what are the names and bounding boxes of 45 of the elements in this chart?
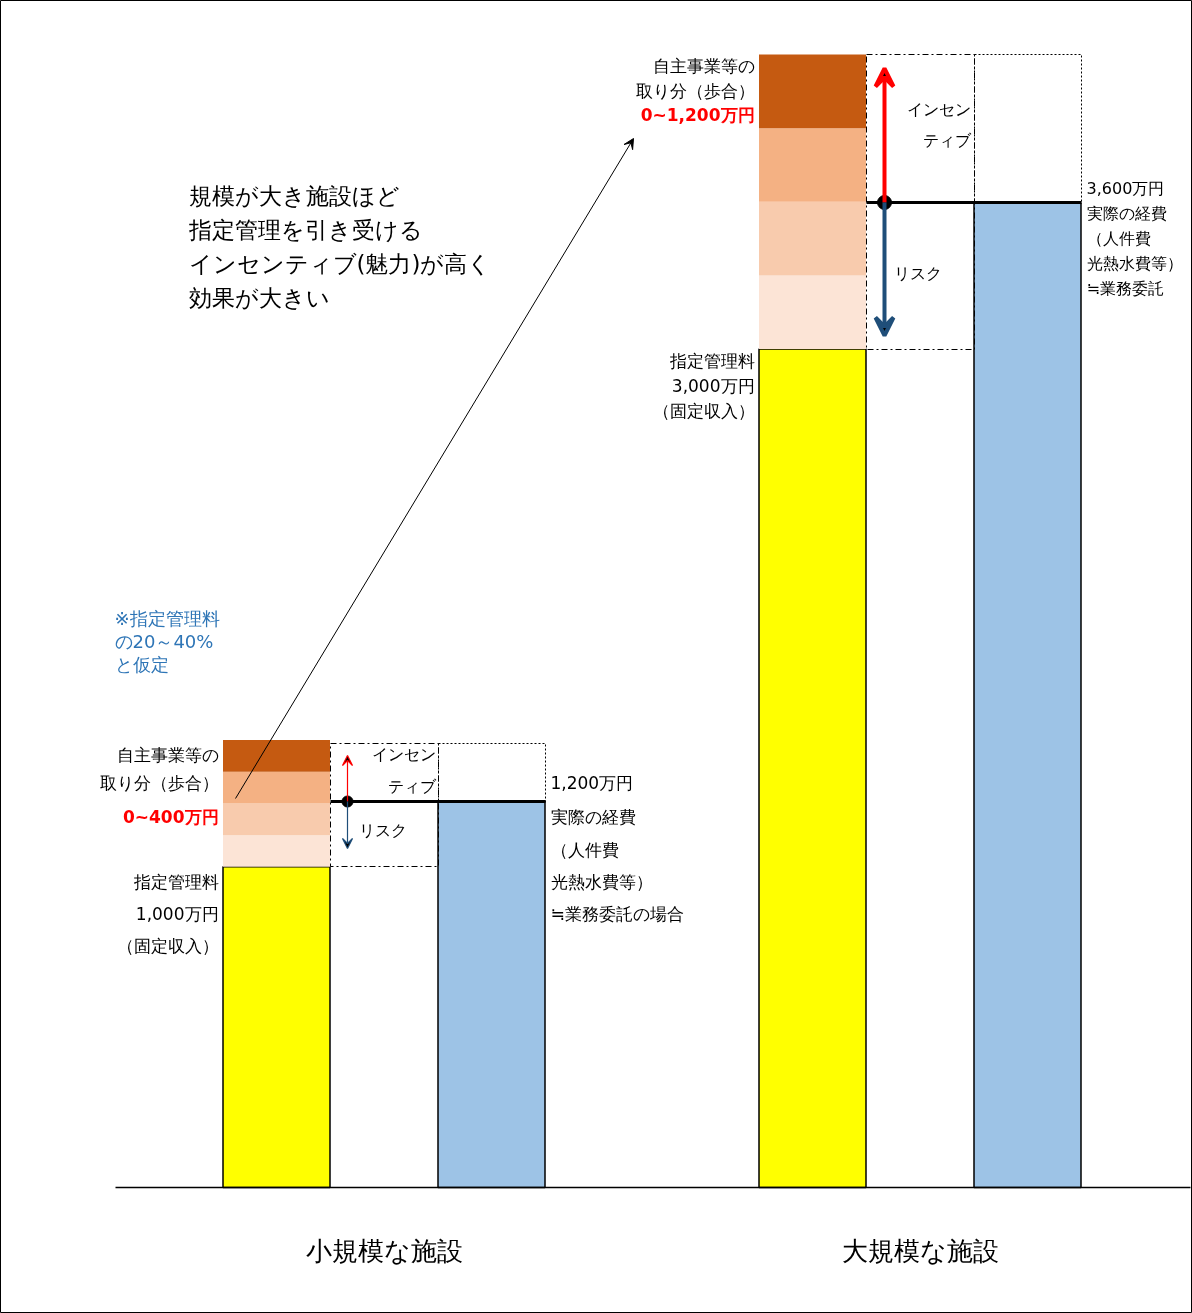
text: 大規模な施設 [842,1235,999,1266]
annotation: 自主事業等の [652,55,755,76]
bar [759,128,866,202]
annotation: （固定収入） [652,400,755,421]
annotation: （人件費 [550,839,619,860]
annotation: （人件費 [1086,228,1151,248]
bar [759,275,866,350]
annotation: インセン [371,744,436,764]
annotation: 指定管理料 [132,871,219,892]
annotation: 1,000万円 [135,903,219,924]
text: 小規模な施設 [306,1235,463,1266]
annotation: 0~400万円 [122,806,219,827]
bar [223,771,330,804]
annotation: 指定管理料 [668,350,755,371]
annotation: 0~1,200万円 [640,104,755,125]
annotation: ティブ [922,130,972,150]
bar [223,835,330,867]
annotation: 光熱水費等） [550,871,653,892]
annotation: ティブ [387,776,437,796]
annotation: 取り分（歩合） [635,80,755,101]
annotation: 3,000万円 [671,375,755,396]
annotation: リスク [893,263,942,283]
annotation: ※指定管理料 [114,607,220,629]
annotation: 取り分（歩合） [99,772,219,793]
bar [759,201,866,276]
annotation: 効果が大きい [188,284,330,311]
annotation: 3,600万円 [1086,178,1165,198]
annotation: 光熱水費等） [1086,253,1183,273]
annotation: ≒業務委託の場合 [550,903,684,924]
annotation: インセン [906,99,971,119]
annotation: の20～40% [114,630,214,652]
annotation: ≒業務委託 [1086,278,1164,298]
annotation: リスク [358,820,407,840]
annotation: 実際の経費 [1086,203,1167,223]
annotation: 規模が大き施設ほど [188,182,400,209]
annotation: 実際の経費 [550,806,636,827]
bar [223,803,330,836]
annotation: 自主事業等の [116,744,219,765]
bar [759,54,866,129]
annotation: （固定収入） [116,935,219,956]
annotation: と仮定 [114,653,169,675]
annotation: 指定管理を引き受ける [187,216,423,243]
annotation: 1,200万円 [550,772,634,793]
bar [223,739,330,772]
annotation: インセンティブ(魅力)が高く [188,250,492,277]
